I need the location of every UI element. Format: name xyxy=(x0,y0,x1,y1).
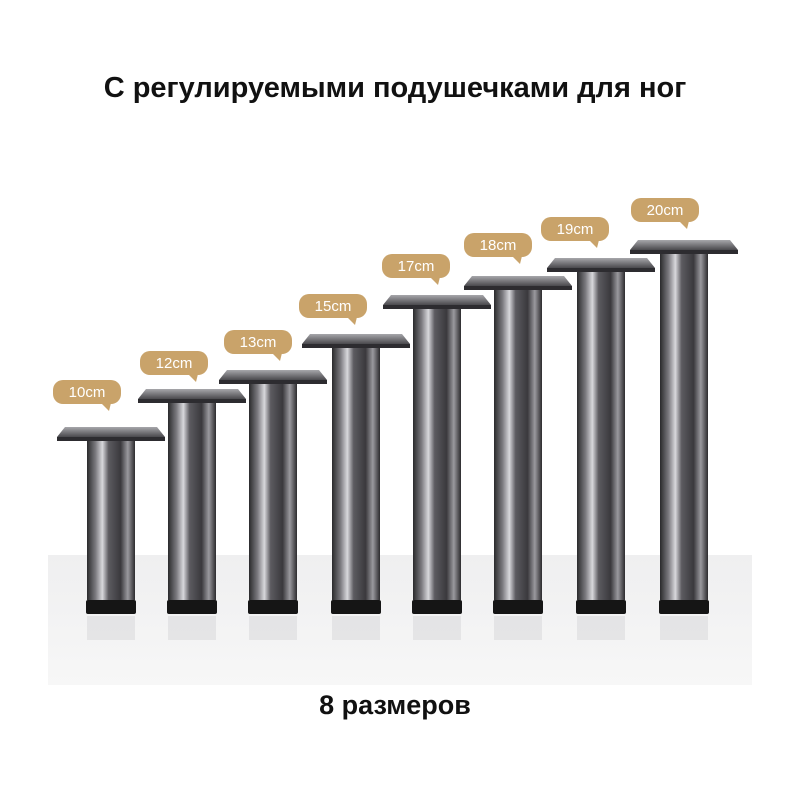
size-label: 13cm xyxy=(240,334,277,351)
size-label: 20cm xyxy=(647,202,684,219)
leg-plate xyxy=(302,334,410,344)
size-tag xyxy=(464,233,532,257)
size-label: 15cm xyxy=(315,298,352,315)
leg-reflection xyxy=(168,616,216,640)
leg-plate xyxy=(57,427,165,437)
leg-reflection xyxy=(494,616,542,640)
size-tag xyxy=(140,351,208,375)
leg-reflection xyxy=(249,616,297,640)
size-tag xyxy=(382,254,450,278)
footer-text: 8 размеров xyxy=(319,690,471,720)
leg-tube xyxy=(660,250,708,600)
size-tag-pointer xyxy=(188,374,198,382)
leg-foot xyxy=(493,600,543,614)
leg-reflection xyxy=(660,616,708,640)
leg-foot xyxy=(576,600,626,614)
size-tag-pointer xyxy=(430,277,440,285)
leg-foot xyxy=(167,600,217,614)
size-tag-pointer xyxy=(272,353,282,361)
leg-tube xyxy=(413,305,461,600)
leg-tube xyxy=(168,399,216,600)
leg-plate-edge xyxy=(302,344,410,348)
leg-reflection xyxy=(87,616,135,640)
leg-foot xyxy=(248,600,298,614)
leg-reflection xyxy=(332,616,380,640)
leg-plate-edge xyxy=(219,380,327,384)
leg-plate xyxy=(630,240,738,250)
leg-tube xyxy=(577,268,625,600)
size-tag-pointer xyxy=(101,403,111,411)
leg-reflection xyxy=(413,616,461,640)
size-label: 18cm xyxy=(480,237,517,254)
size-tag xyxy=(224,330,292,354)
leg-tube xyxy=(249,380,297,600)
legs: 10cm 12cm 13cm 15cm 17cm 18cm 19cm 20cm xyxy=(53,198,738,640)
size-tag xyxy=(631,198,699,222)
leg-plate xyxy=(547,258,655,268)
leg-plate-edge xyxy=(138,399,246,403)
floor xyxy=(48,555,752,685)
size-tag xyxy=(299,294,367,318)
leg-plate xyxy=(219,370,327,380)
size-tag-pointer xyxy=(679,221,689,229)
leg-foot xyxy=(659,600,709,614)
size-label: 10cm xyxy=(69,384,106,401)
size-label: 12cm xyxy=(156,355,193,372)
size-label: 17cm xyxy=(398,258,435,275)
leg-foot xyxy=(331,600,381,614)
leg-foot xyxy=(412,600,462,614)
size-tag-pointer xyxy=(512,256,522,264)
leg-plate xyxy=(138,389,246,399)
leg-plate-edge xyxy=(547,268,655,272)
size-tag-pointer xyxy=(347,317,357,325)
leg-plate-edge xyxy=(383,305,491,309)
size-label: 19cm xyxy=(557,221,594,238)
leg-plate-edge xyxy=(57,437,165,441)
size-tag xyxy=(541,217,609,241)
leg-reflection xyxy=(577,616,625,640)
leg-plate xyxy=(383,295,491,305)
leg-plate-edge xyxy=(630,250,738,254)
leg-tube xyxy=(332,344,380,600)
size-tag xyxy=(53,380,121,404)
leg-plate xyxy=(464,276,572,286)
title: С регулируемыми подушечками для ног xyxy=(104,72,687,104)
leg-tube xyxy=(494,286,542,600)
leg-tube xyxy=(87,437,135,600)
leg-plate-edge xyxy=(464,286,572,290)
leg-foot xyxy=(86,600,136,614)
size-tag-pointer xyxy=(589,240,599,248)
